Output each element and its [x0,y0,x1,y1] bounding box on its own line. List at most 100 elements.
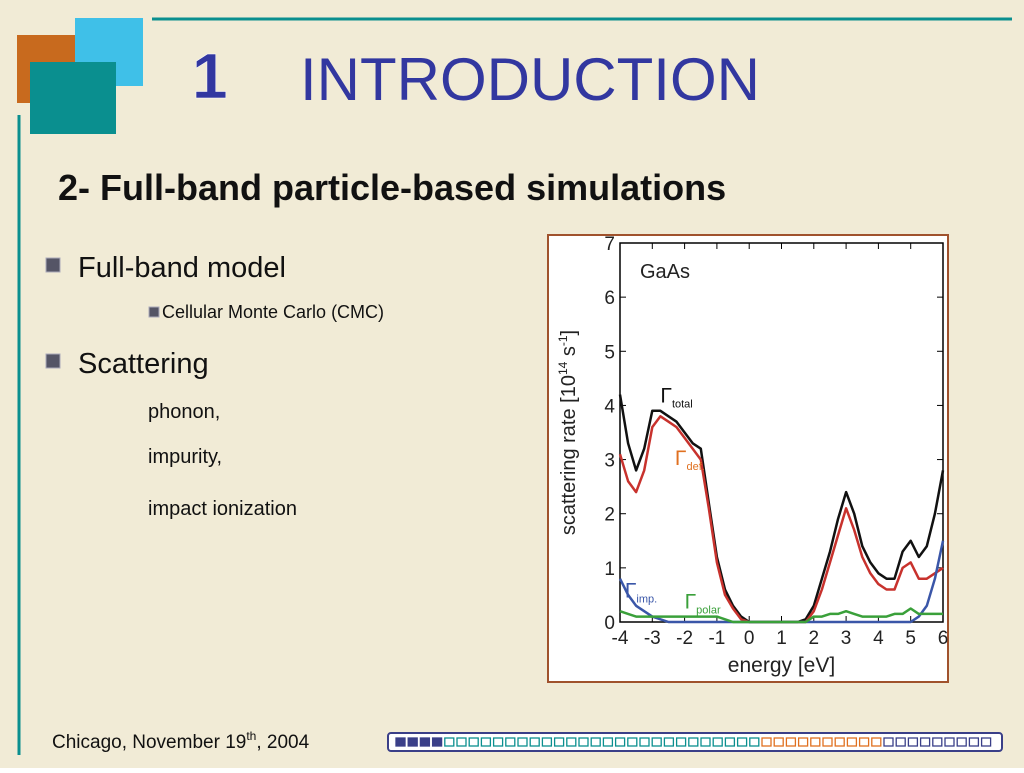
progress-square [529,737,540,747]
progress-square [822,737,833,747]
y-axis-label-part: s [558,346,580,362]
series-label-symbol: Γ [625,580,637,603]
x-tick-label: 4 [873,628,884,649]
progress-square [590,737,601,747]
x-tick-label: 2 [809,628,820,649]
x-tick-label: -4 [612,628,629,649]
progress-square [614,737,626,747]
progress-square [566,737,577,747]
progress-square [688,737,699,747]
progress-square [907,737,919,747]
progress-square [871,737,882,747]
progress-square [895,737,906,747]
progress-square [858,737,870,747]
progress-square [785,737,797,747]
x-axis-label: energy [eV] [728,654,835,677]
y-tick-label: 0 [604,613,615,634]
y-tick-label: 6 [604,288,615,309]
series-line [619,607,943,624]
progress-square [749,737,760,747]
progress-square [883,737,894,747]
bullet-text: Full-band model [78,252,286,284]
progress-square [480,737,492,747]
progress-square [773,737,784,747]
progress-square [627,737,638,747]
sub-text: impact ionization [148,498,297,520]
progress-squares [395,737,992,747]
progress-square [639,737,650,747]
y-tick-label: 7 [604,234,615,255]
footer: Chicago, November 19th, 2004 [52,729,310,753]
bullet [45,257,61,273]
y-tick-label: 2 [604,505,615,526]
progress-square [968,737,980,747]
progress-square [700,737,711,747]
progress-square [602,737,614,747]
subtitle: 2- Full-band particle-based simulations [58,167,726,208]
progress-square [724,737,736,747]
y-axis-label-part: ] [558,330,580,336]
bullet [148,306,160,318]
progress-square [395,737,406,747]
x-tick-label: 6 [938,628,949,649]
sub-text: impurity, [148,446,222,468]
x-tick-label: 0 [744,628,755,649]
progress-square [444,737,455,747]
progress-square [761,737,772,747]
progress-square [541,737,553,747]
progress-square [919,737,931,747]
series-label: Γtotal [660,385,692,411]
progress-square [846,737,858,747]
series-label-name: def. [686,461,704,473]
sub-bullet: Cellular Monte Carlo (CMC) [162,302,384,322]
progress-square [675,737,687,747]
footer-sup: th [246,729,256,743]
series-label-name: total [672,399,693,411]
progress-square [834,737,845,747]
series-label: Γpolar [685,590,721,616]
progress-square [932,737,943,747]
y-axis-label-part: 14 [556,361,570,375]
y-tick-label: 4 [604,396,615,417]
progress-square [468,737,479,747]
progress-square [980,737,992,747]
progress-square [553,737,565,747]
y-axis-label-part: scattering rate [10 [558,375,580,535]
progress-square [944,737,955,747]
y-axis-label-part: -1 [556,335,570,346]
x-tick-label: 3 [841,628,852,649]
footer-tail: , 2004 [256,732,309,753]
progress-square [712,737,723,747]
series-label-name: imp. [636,594,657,606]
slide-title: INTRODUCTION [300,46,760,113]
bullet [45,353,61,369]
y-axis-label: scattering rate [1014 s-1] [556,330,580,535]
slide-number: 1 [192,40,228,112]
y-tick-label: 1 [604,559,615,580]
progress-square [956,737,967,747]
progress-square [419,737,431,747]
progress-square [492,737,504,747]
series-label-symbol: Γ [685,590,697,613]
progress-square [431,737,443,747]
progress-square [810,737,821,747]
progress-square [797,737,809,747]
series-label-symbol: Γ [675,447,687,470]
x-tick-label: -1 [708,628,725,649]
progress-square [505,737,516,747]
deco-square [30,62,116,134]
progress-square [517,737,528,747]
progress-square [578,737,589,747]
progress-square [651,737,662,747]
x-tick-label: -2 [676,628,693,649]
progress-square [407,737,418,747]
x-tick-label: 1 [776,628,787,649]
sub-text: phonon, [148,401,220,423]
x-tick-label: -3 [644,628,661,649]
series-label: Γimp. [625,580,657,606]
y-tick-label: 5 [604,342,615,363]
footer-text: Chicago, November 19 [52,732,246,753]
progress-square [736,737,748,747]
